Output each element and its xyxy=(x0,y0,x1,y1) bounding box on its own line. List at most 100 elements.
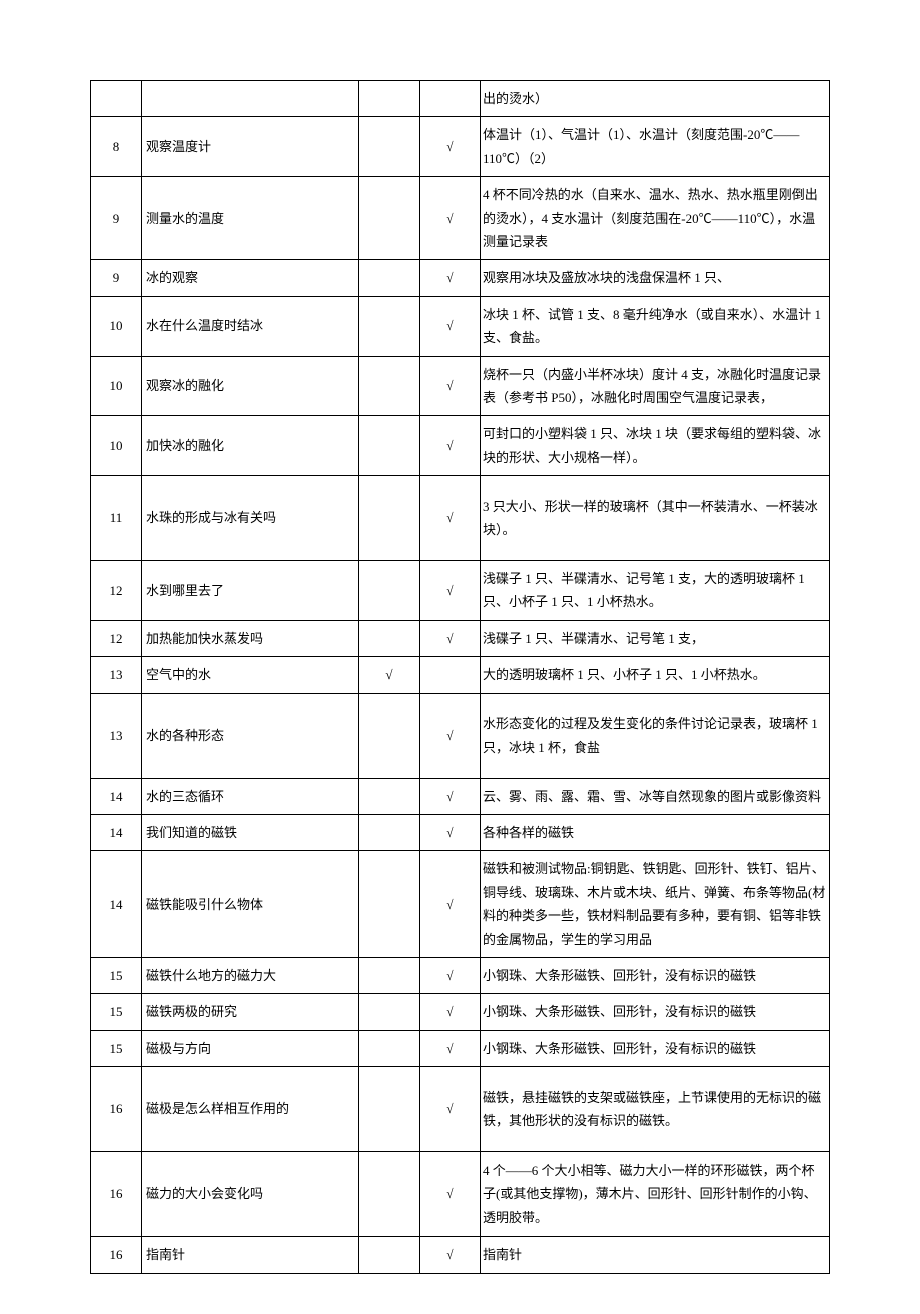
experiment-name-cell: 加热能加快水蒸发吗 xyxy=(142,620,359,656)
experiment-table: 出的烫水）8观察温度计√体温计（1）、气温计（1）、水温计（刻度范围-20℃——… xyxy=(90,80,830,1274)
row-number-cell: 8 xyxy=(91,117,142,177)
experiment-name-cell: 磁力的大小会变化吗 xyxy=(142,1152,359,1237)
experiment-name-cell: 加快冰的融化 xyxy=(142,416,359,476)
row-number-cell: 10 xyxy=(91,296,142,356)
row-number-cell: 10 xyxy=(91,356,142,416)
experiment-name-cell: 磁极是怎么样相互作用的 xyxy=(142,1067,359,1152)
check-column-a-cell xyxy=(359,356,420,416)
row-number-cell: 13 xyxy=(91,693,142,778)
experiment-name-cell: 空气中的水 xyxy=(142,657,359,693)
materials-description-cell: 磁铁，悬挂磁铁的支架或磁铁座，上节课使用的无标识的磁铁，其他形状的没有标识的磁铁… xyxy=(481,1067,830,1152)
check-column-b-cell: √ xyxy=(420,1237,481,1273)
experiment-name-cell: 水在什么温度时结冰 xyxy=(142,296,359,356)
check-column-a-cell xyxy=(359,1067,420,1152)
row-number-cell: 14 xyxy=(91,851,142,958)
table-row: 14磁铁能吸引什么物体√磁铁和被测试物品:铜钥匙、铁钥匙、回形针、铁钉、铝片、铜… xyxy=(91,851,830,958)
check-column-a-cell xyxy=(359,117,420,177)
check-column-a-cell xyxy=(359,296,420,356)
table-row: 12水到哪里去了√浅碟子 1 只、半碟清水、记号笔 1 支，大的透明玻璃杯 1 … xyxy=(91,561,830,621)
row-number-cell: 15 xyxy=(91,994,142,1030)
experiment-name-cell: 指南针 xyxy=(142,1237,359,1273)
materials-description-cell: 大的透明玻璃杯 1 只、小杯子 1 只、1 小杯热水。 xyxy=(481,657,830,693)
check-column-b-cell: √ xyxy=(420,620,481,656)
row-number-cell: 16 xyxy=(91,1237,142,1273)
table-row: 13水的各种形态√水形态变化的过程及发生变化的条件讨论记录表，玻璃杯 1 只，冰… xyxy=(91,693,830,778)
check-column-a-cell xyxy=(359,81,420,117)
check-column-b-cell: √ xyxy=(420,117,481,177)
check-column-a-cell xyxy=(359,561,420,621)
check-column-b-cell: √ xyxy=(420,957,481,993)
check-column-b-cell: √ xyxy=(420,476,481,561)
check-column-b-cell: √ xyxy=(420,260,481,296)
table-row: 10加快冰的融化√可封口的小塑料袋 1 只、冰块 1 块（要求每组的塑料袋、冰块… xyxy=(91,416,830,476)
materials-description-cell: 冰块 1 杯、试管 1 支、8 毫升纯净水（或自来水）、水温计 1 支、食盐。 xyxy=(481,296,830,356)
check-column-b-cell: √ xyxy=(420,416,481,476)
check-column-b-cell: √ xyxy=(420,177,481,260)
check-column-a-cell xyxy=(359,994,420,1030)
check-column-b-cell: √ xyxy=(420,851,481,958)
row-number-cell: 15 xyxy=(91,957,142,993)
table-row: 15磁铁什么地方的磁力大√小钢珠、大条形磁铁、回形针，没有标识的磁铁 xyxy=(91,957,830,993)
table-row: 9测量水的温度√4 杯不同冷热的水（自来水、温水、热水、热水瓶里刚倒出的烫水），… xyxy=(91,177,830,260)
materials-description-cell: 小钢珠、大条形磁铁、回形针，没有标识的磁铁 xyxy=(481,994,830,1030)
experiment-name-cell xyxy=(142,81,359,117)
experiment-name-cell: 水珠的形成与冰有关吗 xyxy=(142,476,359,561)
experiment-name-cell: 冰的观察 xyxy=(142,260,359,296)
materials-description-cell: 各种各样的磁铁 xyxy=(481,815,830,851)
materials-description-cell: 可封口的小塑料袋 1 只、冰块 1 块（要求每组的塑料袋、冰块的形状、大小规格一… xyxy=(481,416,830,476)
materials-description-cell: 4 个——6 个大小相等、磁力大小一样的环形磁铁，两个杯子(或其他支撑物)，薄木… xyxy=(481,1152,830,1237)
table-row: 10水在什么温度时结冰 √冰块 1 杯、试管 1 支、8 毫升纯净水（或自来水）、… xyxy=(91,296,830,356)
table-row: 11水珠的形成与冰有关吗 √3 只大小、形状一样的玻璃杯（其中一杯装清水、一杯装冰… xyxy=(91,476,830,561)
materials-description-cell: 观察用冰块及盛放冰块的浅盘保温杯 1 只、 xyxy=(481,260,830,296)
check-column-b-cell: √ xyxy=(420,815,481,851)
check-column-a-cell xyxy=(359,815,420,851)
row-number-cell: 9 xyxy=(91,177,142,260)
table-row: 出的烫水） xyxy=(91,81,830,117)
row-number-cell: 14 xyxy=(91,778,142,814)
check-column-a-cell xyxy=(359,778,420,814)
table-row: 12加热能加快水蒸发吗√浅碟子 1 只、半碟清水、记号笔 1 支， xyxy=(91,620,830,656)
experiment-name-cell: 磁铁两极的研究 xyxy=(142,994,359,1030)
materials-description-cell: 磁铁和被测试物品:铜钥匙、铁钥匙、回形针、铁钉、铝片、铜导线、玻璃珠、木片或木块… xyxy=(481,851,830,958)
check-column-b-cell: √ xyxy=(420,994,481,1030)
check-column-a-cell xyxy=(359,620,420,656)
table-row: 9冰的观察√观察用冰块及盛放冰块的浅盘保温杯 1 只、 xyxy=(91,260,830,296)
row-number-cell: 14 xyxy=(91,815,142,851)
check-column-b-cell: √ xyxy=(420,1152,481,1237)
materials-description-cell: 云、雾、雨、露、霜、雪、冰等自然现象的图片或影像资料 xyxy=(481,778,830,814)
table-row: 15磁铁两极的研究 √小钢珠、大条形磁铁、回形针，没有标识的磁铁 xyxy=(91,994,830,1030)
materials-description-cell: 体温计（1）、气温计（1）、水温计（刻度范围-20℃——110℃）（2） xyxy=(481,117,830,177)
check-column-b-cell: √ xyxy=(420,1030,481,1066)
check-column-a-cell xyxy=(359,1030,420,1066)
check-column-a-cell xyxy=(359,957,420,993)
row-number-cell: 15 xyxy=(91,1030,142,1066)
experiment-name-cell: 观察温度计 xyxy=(142,117,359,177)
row-number-cell: 13 xyxy=(91,657,142,693)
check-column-b-cell: √ xyxy=(420,778,481,814)
check-column-b-cell xyxy=(420,81,481,117)
check-column-a-cell xyxy=(359,693,420,778)
materials-description-cell: 浅碟子 1 只、半碟清水、记号笔 1 支， xyxy=(481,620,830,656)
row-number-cell: 11 xyxy=(91,476,142,561)
table-row: 13空气中的水√ 大的透明玻璃杯 1 只、小杯子 1 只、1 小杯热水。 xyxy=(91,657,830,693)
check-column-a-cell xyxy=(359,1152,420,1237)
check-column-b-cell: √ xyxy=(420,1067,481,1152)
check-column-b-cell xyxy=(420,657,481,693)
check-column-a-cell xyxy=(359,476,420,561)
table-row: 15磁极与方向√小钢珠、大条形磁铁、回形针，没有标识的磁铁 xyxy=(91,1030,830,1066)
row-number-cell: 12 xyxy=(91,561,142,621)
check-column-b-cell: √ xyxy=(420,561,481,621)
table-body: 出的烫水）8观察温度计√体温计（1）、气温计（1）、水温计（刻度范围-20℃——… xyxy=(91,81,830,1274)
experiment-name-cell: 测量水的温度 xyxy=(142,177,359,260)
check-column-a-cell xyxy=(359,177,420,260)
check-column-a-cell: √ xyxy=(359,657,420,693)
check-column-b-cell: √ xyxy=(420,296,481,356)
materials-description-cell: 3 只大小、形状一样的玻璃杯（其中一杯装清水、一杯装冰块）。 xyxy=(481,476,830,561)
row-number-cell xyxy=(91,81,142,117)
materials-description-cell: 水形态变化的过程及发生变化的条件讨论记录表，玻璃杯 1 只，冰块 1 杯，食盐 xyxy=(481,693,830,778)
experiment-name-cell: 我们知道的磁铁 xyxy=(142,815,359,851)
table-row: 14水的三态循环√云、雾、雨、露、霜、雪、冰等自然现象的图片或影像资料 xyxy=(91,778,830,814)
materials-description-cell: 浅碟子 1 只、半碟清水、记号笔 1 支，大的透明玻璃杯 1 只、小杯子 1 只… xyxy=(481,561,830,621)
check-column-a-cell xyxy=(359,416,420,476)
experiment-name-cell: 观察冰的融化 xyxy=(142,356,359,416)
